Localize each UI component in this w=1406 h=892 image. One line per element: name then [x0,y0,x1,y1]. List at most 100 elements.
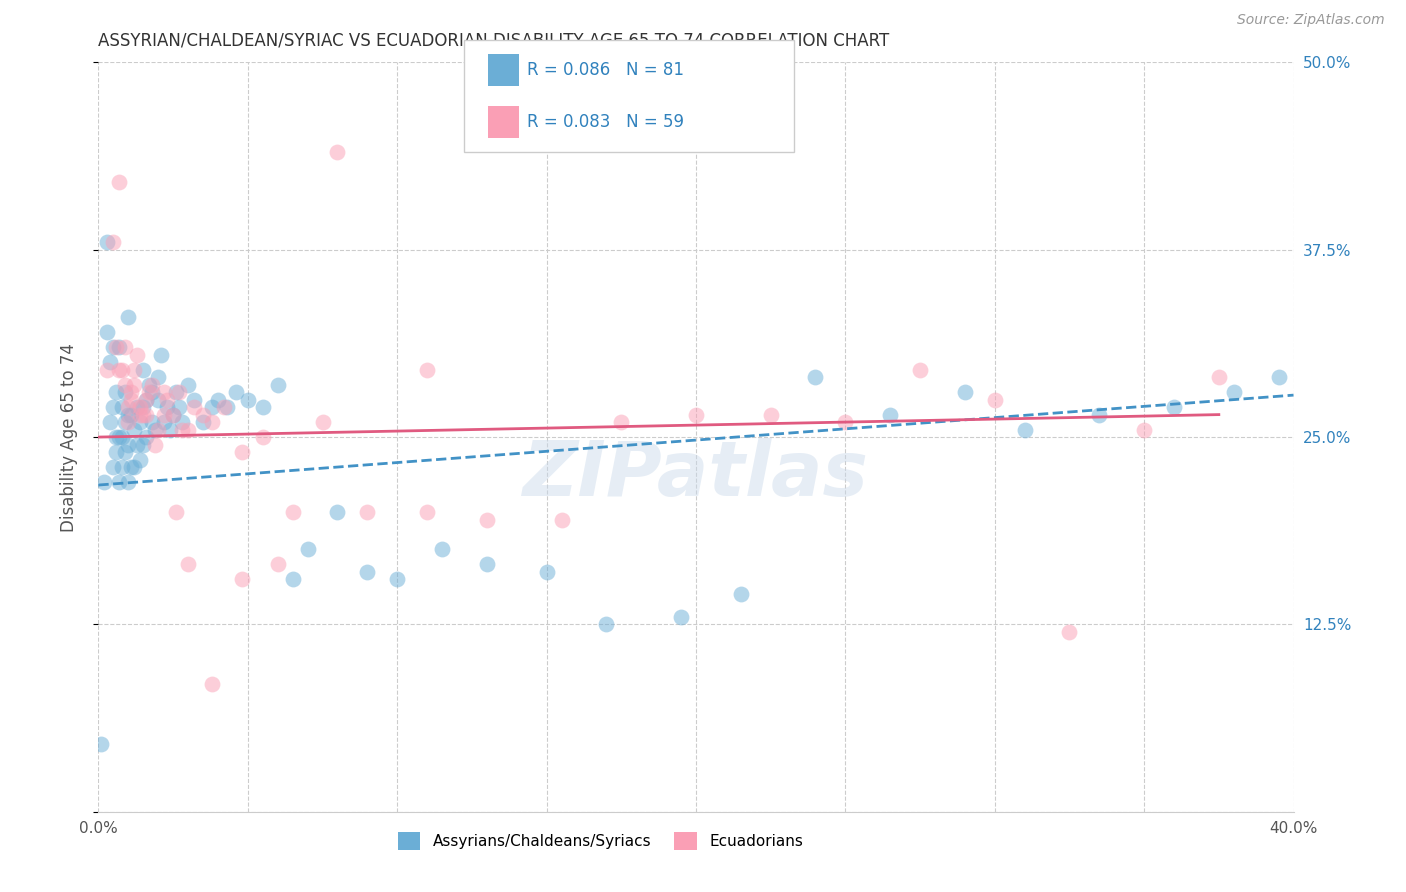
Legend: Assyrians/Chaldeans/Syriacs, Ecuadorians: Assyrians/Chaldeans/Syriacs, Ecuadorians [391,826,810,856]
Point [114,385,136,400]
Point [834,415,856,429]
Point [120,408,142,422]
Point [120,385,142,400]
Point [1267,370,1289,384]
Point [114,445,136,459]
Text: ASSYRIAN/CHALDEAN/SYRIAC VS ECUADORIAN DISABILITY AGE 65 TO 74 CORRELATION CHART: ASSYRIAN/CHALDEAN/SYRIAC VS ECUADORIAN D… [98,32,890,50]
Point [281,573,304,587]
Point [129,400,152,414]
Point [124,460,146,475]
Point [416,362,439,376]
Point [167,400,190,414]
Point [156,400,179,414]
Point [114,377,136,392]
Point [103,460,125,475]
Point [879,408,901,422]
Text: R = 0.086   N = 81: R = 0.086 N = 81 [527,61,685,78]
Point [129,452,152,467]
Point [135,392,157,407]
Point [685,408,707,422]
Text: Source: ZipAtlas.com: Source: ZipAtlas.com [1237,13,1385,28]
Point [103,400,125,414]
Point [356,565,378,579]
Point [105,445,128,459]
Point [135,408,157,422]
Point [162,408,184,422]
Point [167,385,190,400]
Point [550,512,572,526]
Point [153,415,176,429]
Point [111,430,134,444]
Point [117,408,139,422]
Point [96,362,118,376]
Point [953,385,976,400]
Point [108,362,131,376]
Point [225,385,247,400]
Point [162,408,184,422]
Point [172,423,194,437]
Point [215,400,238,414]
Point [297,542,319,557]
Point [730,587,752,601]
Point [1014,423,1036,437]
Point [129,408,152,422]
Point [201,677,224,691]
Point [96,325,118,339]
Point [132,400,155,414]
Y-axis label: Disability Age 65 to 74: Disability Age 65 to 74 [59,343,77,532]
Point [191,408,214,422]
Point [475,558,498,572]
Point [183,400,205,414]
Point [127,437,149,451]
Point [90,737,112,751]
Point [177,423,200,437]
Point [252,400,274,414]
Point [759,408,782,422]
Point [1208,370,1230,384]
Point [120,460,142,475]
Point [124,362,146,376]
Point [108,475,131,489]
Point [105,385,128,400]
Point [111,362,134,376]
Point [156,392,179,407]
Point [103,340,125,354]
Point [536,565,558,579]
Point [143,437,166,451]
Point [103,235,125,250]
Point [610,415,633,429]
Point [108,175,131,189]
Point [117,310,139,325]
Point [114,340,136,354]
Point [129,415,152,429]
Point [252,430,274,444]
Point [416,505,439,519]
Point [124,377,146,392]
Point [207,392,229,407]
Point [132,362,155,376]
Point [984,392,1007,407]
Point [1059,624,1081,639]
Text: R = 0.083   N = 59: R = 0.083 N = 59 [527,113,685,131]
Point [908,362,931,376]
Point [183,392,205,407]
Point [165,385,187,400]
Point [143,423,166,437]
Point [148,370,170,384]
Point [93,475,115,489]
Point [141,385,163,400]
Point [132,408,155,422]
Point [212,400,235,414]
Point [153,408,176,422]
Point [430,542,453,557]
Point [281,505,304,519]
Point [201,400,224,414]
Point [96,235,118,250]
Point [117,400,139,414]
Point [98,355,122,369]
Point [148,392,170,407]
Point [231,445,253,459]
Point [108,340,131,354]
Point [326,505,349,519]
Point [138,377,160,392]
